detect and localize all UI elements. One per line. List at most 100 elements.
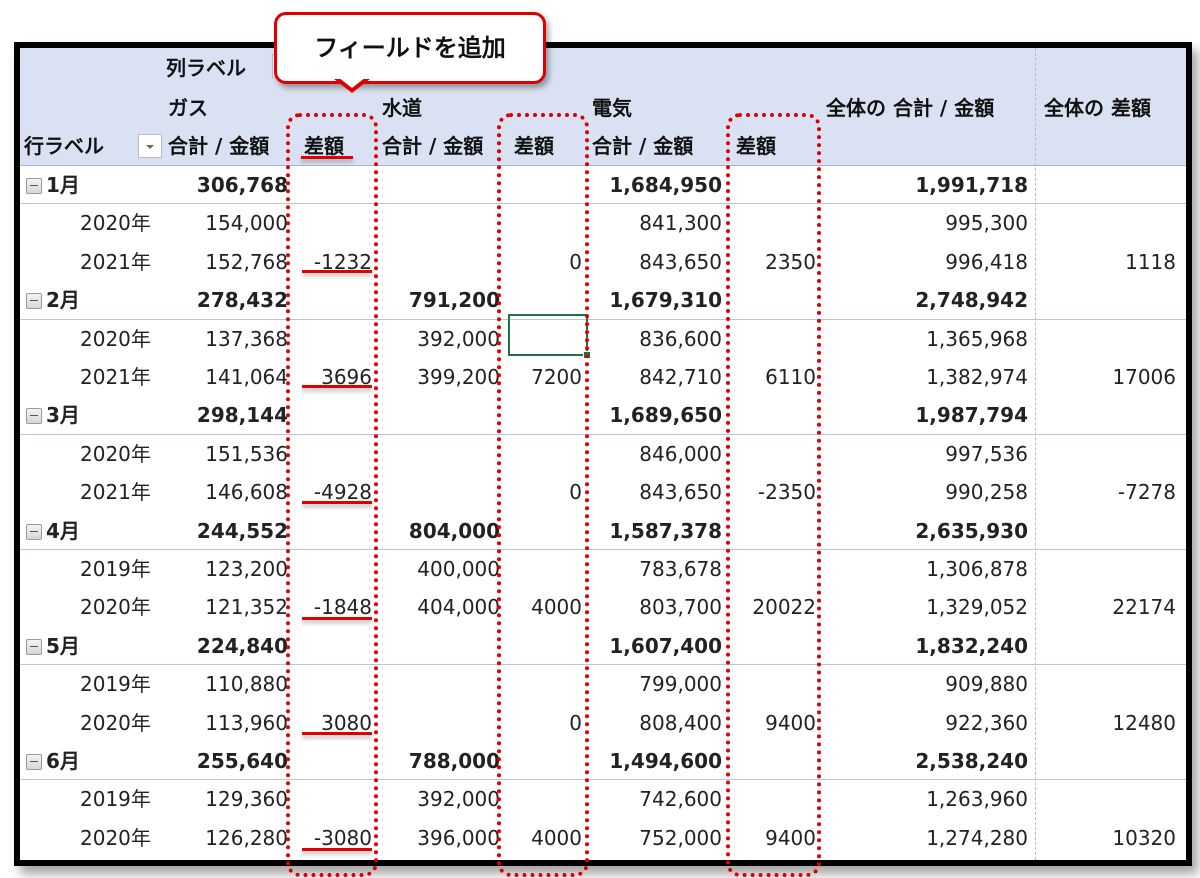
cell-water-diff[interactable]: 0 <box>569 249 582 274</box>
cell-gas-sum[interactable]: 298,144 <box>196 403 288 428</box>
cell-elec-sum[interactable]: 1,494,600 <box>609 749 722 773</box>
cell-gas-sum[interactable]: 278,432 <box>196 288 288 313</box>
cell-gas-sum[interactable]: 151,536 <box>205 441 288 466</box>
cell-total-diff[interactable]: 22174 <box>1112 595 1176 620</box>
cell-water-sum[interactable]: 396,000 <box>417 825 500 850</box>
cell-water-sum[interactable]: 392,000 <box>417 787 500 812</box>
month-row-label[interactable]: 1月 <box>46 173 80 197</box>
cell-elec-sum[interactable]: 783,678 <box>639 557 722 581</box>
cell-water-diff[interactable]: 7200 <box>531 365 582 389</box>
cell-gas-sum[interactable]: 137,368 <box>205 326 288 351</box>
cell-water-diff[interactable]: 0 <box>569 710 582 735</box>
cell-total-sum[interactable]: 2,538,240 <box>915 749 1028 773</box>
cell-elec-sum[interactable]: 803,700 <box>639 595 722 620</box>
cell-total-sum[interactable]: 1,263,960 <box>926 787 1028 812</box>
cell-water-sum[interactable]: 804,000 <box>408 518 500 543</box>
year-row-label[interactable]: 2020年 <box>80 211 151 236</box>
cell-total-sum[interactable]: 1,832,240 <box>915 633 1028 658</box>
cell-elec-sum[interactable]: 1,607,400 <box>609 633 722 658</box>
cell-gas-sum[interactable]: 152,768 <box>205 249 288 274</box>
cell-water-diff[interactable]: 4000 <box>531 825 582 850</box>
cell-total-sum[interactable]: 996,418 <box>945 249 1028 274</box>
cell-elec-sum[interactable]: 1,684,950 <box>609 173 722 197</box>
cell-total-sum[interactable]: 909,880 <box>945 672 1028 697</box>
year-row-label[interactable]: 2019年 <box>80 672 151 697</box>
cell-gas-sum[interactable]: 224,840 <box>196 633 288 658</box>
cell-elec-sum[interactable]: 841,300 <box>639 211 722 236</box>
collapse-icon[interactable] <box>26 408 42 425</box>
month-row-label[interactable]: 2月 <box>46 288 80 313</box>
cell-elec-sum[interactable]: 843,650 <box>639 480 722 505</box>
cell-water-sum[interactable]: 788,000 <box>408 749 500 773</box>
cell-water-sum[interactable]: 399,200 <box>417 365 500 389</box>
cell-total-sum[interactable]: 1,365,968 <box>926 326 1028 351</box>
cell-total-sum[interactable]: 1,306,878 <box>926 557 1028 581</box>
cell-total-sum[interactable]: 922,360 <box>945 710 1028 735</box>
cell-total-sum[interactable]: 995,300 <box>945 211 1028 236</box>
cell-gas-sum[interactable]: 123,200 <box>205 557 288 581</box>
collapse-icon[interactable] <box>26 754 42 770</box>
month-row-label[interactable]: 4月 <box>46 518 80 543</box>
cell-elec-diff[interactable]: 9400 <box>765 825 816 850</box>
year-row-label[interactable]: 2020年 <box>80 710 151 735</box>
cell-gas-diff[interactable]: -1232 <box>313 249 372 274</box>
row-labels-filter-dropdown[interactable] <box>138 134 162 158</box>
cell-water-sum[interactable]: 404,000 <box>417 595 500 620</box>
cell-gas-diff[interactable]: -4928 <box>313 480 372 505</box>
collapse-icon[interactable] <box>26 638 42 655</box>
cell-total-sum[interactable]: 997,536 <box>945 441 1028 466</box>
cell-water-diff[interactable]: 4000 <box>531 595 582 620</box>
year-row-label[interactable]: 2020年 <box>80 595 151 620</box>
cell-total-diff[interactable]: 1118 <box>1125 249 1176 274</box>
cell-elec-diff[interactable]: 20022 <box>752 595 816 620</box>
cell-total-sum[interactable]: 1,382,974 <box>926 365 1028 389</box>
year-row-label[interactable]: 2020年 <box>80 441 151 466</box>
cell-total-sum[interactable]: 990,258 <box>945 480 1028 505</box>
cell-elec-sum[interactable]: 1,587,378 <box>609 518 722 543</box>
cell-water-sum[interactable]: 791,200 <box>408 288 500 313</box>
year-row-label[interactable]: 2021年 <box>80 365 151 389</box>
cell-gas-diff[interactable]: -3080 <box>313 825 372 850</box>
cell-total-diff[interactable]: 10320 <box>1112 825 1176 850</box>
cell-elec-sum[interactable]: 742,600 <box>639 787 722 812</box>
cell-total-diff[interactable]: -7278 <box>1117 480 1176 505</box>
cell-elec-sum[interactable]: 808,400 <box>639 710 722 735</box>
month-row-label[interactable]: 3月 <box>46 403 80 428</box>
cell-elec-diff[interactable]: -2350 <box>757 480 816 505</box>
cell-gas-sum[interactable]: 146,608 <box>205 480 288 505</box>
year-row-label[interactable]: 2019年 <box>80 787 151 812</box>
collapse-icon[interactable] <box>26 178 42 194</box>
cell-gas-sum[interactable]: 126,280 <box>205 825 288 850</box>
cell-total-sum[interactable]: 2,748,942 <box>915 288 1028 313</box>
cell-gas-sum[interactable]: 129,360 <box>205 787 288 812</box>
year-row-label[interactable]: 2019年 <box>80 557 151 581</box>
cell-water-diff[interactable]: 0 <box>569 480 582 505</box>
cell-total-sum[interactable]: 1,274,280 <box>926 825 1028 850</box>
cell-gas-sum[interactable]: 306,768 <box>196 173 288 197</box>
cell-elec-sum[interactable]: 836,600 <box>639 326 722 351</box>
month-row-label[interactable]: 6月 <box>46 749 80 773</box>
month-row-label[interactable]: 5月 <box>46 633 80 658</box>
cell-elec-sum[interactable]: 842,710 <box>639 365 722 389</box>
year-row-label[interactable]: 2021年 <box>80 249 151 274</box>
cell-total-sum[interactable]: 1,991,718 <box>915 173 1028 197</box>
cell-elec-sum[interactable]: 846,000 <box>639 441 722 466</box>
cell-water-sum[interactable]: 392,000 <box>417 326 500 351</box>
year-row-label[interactable]: 2020年 <box>80 825 151 850</box>
cell-total-sum[interactable]: 1,987,794 <box>915 403 1028 428</box>
cell-elec-sum[interactable]: 752,000 <box>639 825 722 850</box>
cell-total-sum[interactable]: 2,635,930 <box>915 518 1028 543</box>
cell-elec-sum[interactable]: 799,000 <box>639 672 722 697</box>
cell-elec-sum[interactable]: 1,689,650 <box>609 403 722 428</box>
cell-gas-sum[interactable]: 154,000 <box>205 211 288 236</box>
year-row-label[interactable]: 2021年 <box>80 480 151 505</box>
cell-gas-sum[interactable]: 121,352 <box>205 595 288 620</box>
cell-elec-sum[interactable]: 843,650 <box>639 249 722 274</box>
cell-elec-diff[interactable]: 9400 <box>765 710 816 735</box>
cell-gas-sum[interactable]: 110,880 <box>205 672 288 697</box>
cell-total-diff[interactable]: 12480 <box>1112 710 1176 735</box>
collapse-icon[interactable] <box>26 293 42 310</box>
cell-gas-sum[interactable]: 113,960 <box>205 710 288 735</box>
cell-gas-sum[interactable]: 141,064 <box>205 365 288 389</box>
cell-gas-diff[interactable]: -1848 <box>313 595 372 620</box>
